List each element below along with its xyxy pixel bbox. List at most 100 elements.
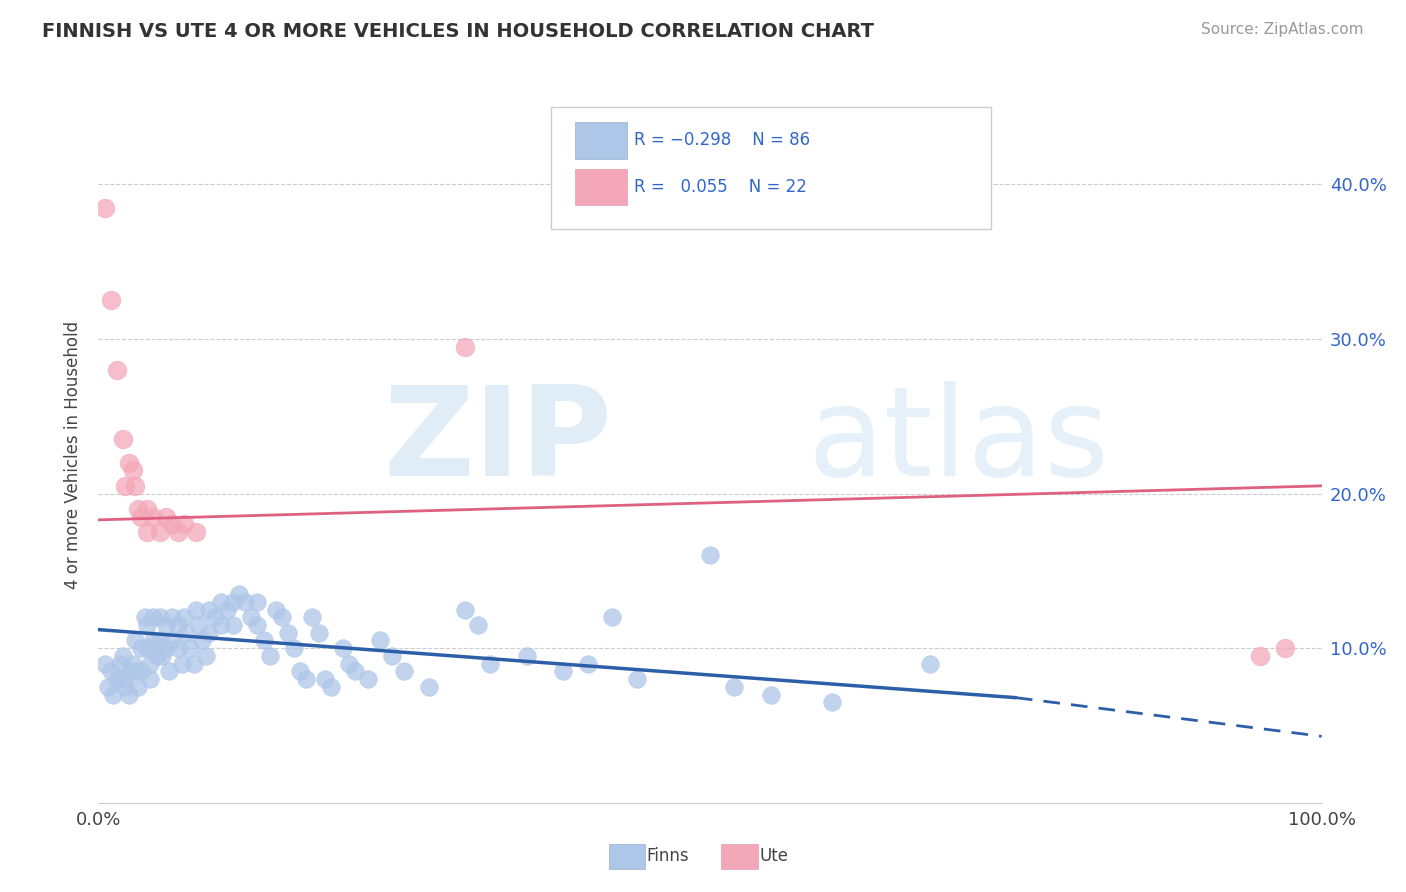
Point xyxy=(136,618,159,632)
Point xyxy=(124,665,146,679)
Point xyxy=(101,688,124,702)
Point xyxy=(454,602,477,616)
Point xyxy=(228,587,250,601)
Point xyxy=(467,618,489,632)
Point xyxy=(136,641,159,656)
Point xyxy=(129,665,152,679)
Text: FINNISH VS UTE 4 OR MORE VEHICLES IN HOUSEHOLD CORRELATION CHART: FINNISH VS UTE 4 OR MORE VEHICLES IN HOU… xyxy=(42,22,875,41)
Point xyxy=(308,625,330,640)
Point xyxy=(93,201,115,215)
Point xyxy=(209,595,232,609)
Point xyxy=(146,648,169,663)
Point xyxy=(821,695,844,709)
Point xyxy=(332,641,354,656)
Point xyxy=(110,657,132,671)
Point xyxy=(100,665,122,679)
Point xyxy=(142,509,165,524)
Point xyxy=(134,610,156,624)
Point xyxy=(319,680,342,694)
FancyBboxPatch shape xyxy=(575,169,627,205)
Point xyxy=(160,633,183,648)
Point xyxy=(155,618,177,632)
Point xyxy=(195,648,218,663)
Point xyxy=(337,657,360,671)
Text: Finns: Finns xyxy=(647,847,689,865)
Point xyxy=(114,479,136,493)
Point xyxy=(124,479,146,493)
Point xyxy=(183,657,205,671)
Point xyxy=(105,363,128,377)
Point xyxy=(600,610,623,624)
Point xyxy=(290,665,312,679)
Point xyxy=(246,595,269,609)
Point xyxy=(209,618,232,632)
Point xyxy=(204,610,226,624)
Point xyxy=(187,618,209,632)
Point xyxy=(167,641,190,656)
Point xyxy=(127,502,149,516)
Text: Source: ZipAtlas.com: Source: ZipAtlas.com xyxy=(1201,22,1364,37)
Point xyxy=(240,610,263,624)
Point xyxy=(252,633,274,648)
Text: atlas: atlas xyxy=(808,381,1109,501)
Point xyxy=(142,633,165,648)
Point xyxy=(124,633,146,648)
Point xyxy=(157,665,180,679)
Point xyxy=(344,665,367,679)
Point xyxy=(150,648,173,663)
Point xyxy=(155,641,177,656)
Point xyxy=(392,665,416,679)
Point xyxy=(478,657,501,671)
Point xyxy=(173,610,195,624)
Point xyxy=(139,657,162,671)
Point xyxy=(356,672,378,686)
Point xyxy=(121,463,143,477)
Point xyxy=(264,602,287,616)
Point xyxy=(139,672,162,686)
Text: ZIP: ZIP xyxy=(384,381,612,501)
Point xyxy=(155,509,177,524)
Point xyxy=(167,618,190,632)
Point xyxy=(167,525,190,540)
Point xyxy=(149,525,172,540)
Point xyxy=(186,525,208,540)
Text: Ute: Ute xyxy=(759,847,789,865)
Point xyxy=(121,657,143,671)
Point xyxy=(576,657,599,671)
Point xyxy=(553,665,575,679)
Point xyxy=(1274,641,1296,656)
Point xyxy=(160,517,183,532)
Point xyxy=(699,549,721,563)
Point xyxy=(295,672,318,686)
Point xyxy=(93,657,115,671)
Point xyxy=(222,618,245,632)
Point xyxy=(626,672,648,686)
FancyBboxPatch shape xyxy=(551,107,991,229)
Point xyxy=(186,602,208,616)
Point xyxy=(215,602,238,616)
Point xyxy=(197,625,219,640)
Point xyxy=(191,633,214,648)
Point xyxy=(142,610,165,624)
Point xyxy=(111,433,134,447)
Point xyxy=(1249,648,1271,663)
Point xyxy=(149,610,172,624)
Point xyxy=(129,509,152,524)
Point xyxy=(179,641,201,656)
Point xyxy=(136,502,159,516)
Point xyxy=(129,641,152,656)
Point xyxy=(173,517,195,532)
Point xyxy=(97,680,120,694)
FancyBboxPatch shape xyxy=(575,122,627,159)
Point xyxy=(136,525,159,540)
Point xyxy=(114,680,136,694)
Point xyxy=(761,688,783,702)
Y-axis label: 4 or more Vehicles in Household: 4 or more Vehicles in Household xyxy=(65,321,83,589)
Text: R = −0.298    N = 86: R = −0.298 N = 86 xyxy=(634,131,810,150)
Point xyxy=(301,610,323,624)
Point xyxy=(222,595,245,609)
Point xyxy=(381,648,404,663)
Point xyxy=(368,633,391,648)
Point xyxy=(723,680,745,694)
Point xyxy=(111,672,134,686)
